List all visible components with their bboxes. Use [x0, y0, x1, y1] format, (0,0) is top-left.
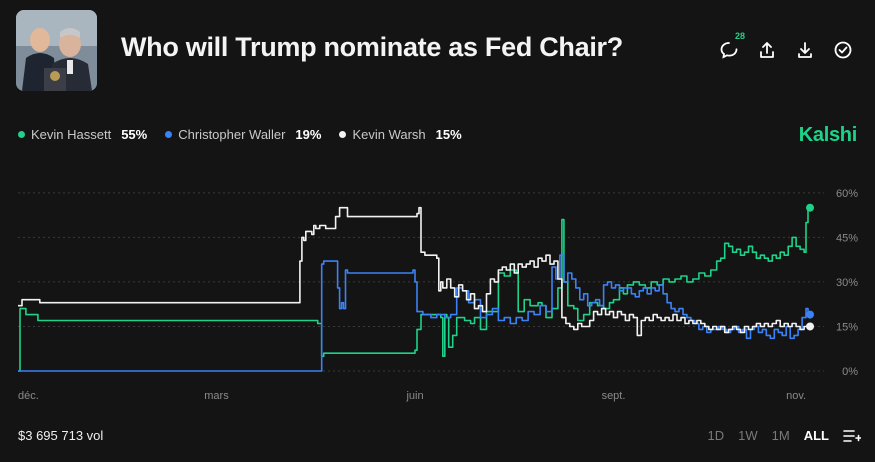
legend-dot [165, 131, 173, 138]
x-tick-label: juin [405, 390, 423, 402]
comment-count-badge: 28 [734, 31, 745, 41]
brand-logo: Kalshi [798, 124, 858, 146]
legend-item-waller[interactable]: Christopher Waller 19% [165, 127, 321, 142]
price-history-chart[interactable]: 0% 15% 30% 45% 60% déc. mars juin sept. nov. [0, 160, 875, 410]
x-tick-label: mars [204, 390, 229, 402]
y-tick-label: 0% [842, 366, 858, 378]
legend-item-warsh[interactable]: Kevin Warsh 15% [339, 127, 462, 142]
market-thumbnail [16, 10, 97, 91]
legend-item-hassett[interactable]: Kevin Hassett 55% [18, 127, 147, 142]
series-line-kevin-warsh [18, 206, 808, 337]
y-tick-label: 60% [836, 188, 858, 200]
share-button[interactable] [755, 38, 779, 62]
y-tick-label: 45% [836, 232, 858, 244]
share-icon [760, 42, 774, 58]
series-end-point [806, 203, 815, 212]
header-actions: 28 [717, 31, 855, 62]
range-all[interactable]: ALL [803, 428, 829, 443]
watch-button[interactable] [831, 38, 855, 62]
chart-legend: Kevin Hassett 55% Christopher Waller 19%… [18, 127, 462, 142]
legend-label: Christopher Waller [178, 127, 286, 142]
download-icon [798, 42, 812, 58]
comments-button[interactable]: 28 [717, 31, 745, 62]
series-end-point [806, 310, 815, 319]
legend-dot [339, 131, 347, 138]
y-tick-label: 15% [836, 321, 858, 333]
legend-label: Kevin Warsh [352, 127, 426, 142]
x-tick-label: déc. [18, 390, 39, 402]
range-selector: 1D 1W 1M ALL [708, 428, 861, 443]
range-1w[interactable]: 1W [738, 428, 758, 443]
check-circle-icon [834, 41, 852, 59]
market-photo-icon [16, 10, 97, 91]
page-title: Who will Trump nominate as Fed Chair? [121, 32, 623, 62]
series-line-kevin-hassett [18, 207, 809, 372]
legend-dot [18, 131, 25, 138]
legend-value: 15% [435, 127, 462, 142]
legend-label: Kevin Hassett [31, 127, 112, 142]
range-1d[interactable]: 1D [707, 428, 725, 443]
volume-label: $3 695 713 vol [18, 428, 104, 443]
range-1m[interactable]: 1M [771, 428, 790, 443]
chart-settings-icon[interactable] [843, 429, 861, 443]
download-button[interactable] [793, 38, 817, 62]
series-end-point [806, 322, 815, 331]
x-tick-label: sept. [602, 390, 626, 402]
y-tick-label: 30% [836, 277, 858, 289]
legend-value: 55% [121, 127, 148, 142]
series-line-christopher-waller [18, 254, 809, 372]
comment-icon [720, 42, 738, 59]
legend-value: 19% [295, 127, 322, 142]
x-tick-label: nov. [786, 390, 806, 402]
